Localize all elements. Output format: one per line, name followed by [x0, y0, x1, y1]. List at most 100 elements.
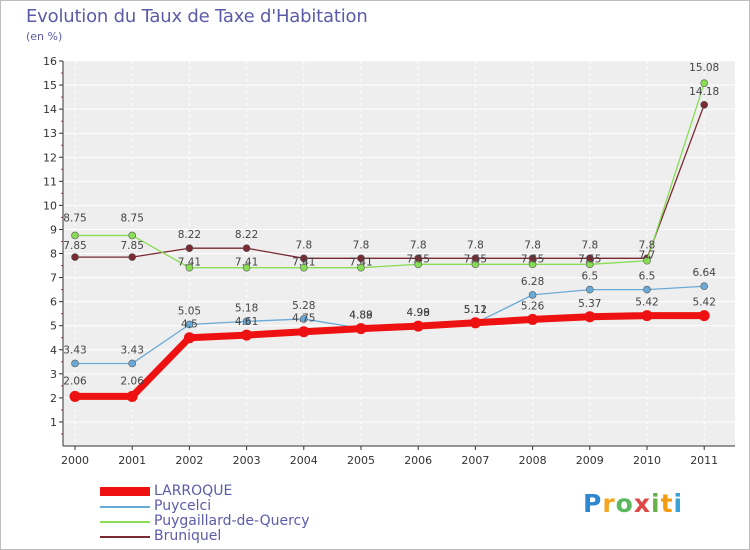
legend-label-puygaillard: Puygaillard-de-Quercy: [154, 513, 310, 529]
data-label: 8.75: [63, 212, 86, 224]
y-tick-label: 3: [50, 368, 57, 381]
data-label: 8.22: [235, 229, 258, 241]
y-tick-label: 2: [50, 392, 57, 405]
data-point: [643, 256, 651, 265]
logo-letter: t: [660, 489, 674, 518]
legend-swatch-puygaillard: [100, 521, 150, 523]
data-label: 14.18: [689, 86, 719, 98]
data-point: [528, 291, 537, 299]
legend-item-bruniquel[interactable]: Bruniquel: [100, 528, 360, 544]
data-label: 4.89: [349, 309, 372, 321]
legend-label-puycelci: Puycelci: [154, 498, 212, 514]
data-label: 7.7: [639, 250, 656, 262]
data-label: 7.8: [353, 239, 370, 251]
logo-letter: P: [583, 489, 603, 518]
data-point: [183, 332, 195, 344]
logo-letter: r: [602, 489, 616, 518]
x-tick-label: 2008: [519, 454, 547, 467]
data-point: [585, 260, 594, 269]
data-label: 7.41: [292, 257, 315, 269]
data-point: [128, 359, 136, 368]
data-label: 7.8: [639, 239, 656, 251]
y-tick-label: 9: [50, 223, 57, 236]
data-point: [469, 317, 481, 329]
data-label: 4.88: [349, 310, 372, 322]
data-label: 2.06: [121, 375, 145, 387]
data-label: 6.5: [639, 271, 656, 283]
data-point: [71, 231, 79, 240]
data-label: 5.28: [292, 300, 315, 312]
data-label: 5.26: [521, 300, 545, 312]
data-point: [700, 79, 709, 87]
data-label: 4.98: [407, 307, 430, 319]
data-point: [298, 326, 310, 338]
data-point: [643, 285, 651, 294]
data-label: 6.64: [693, 267, 717, 279]
data-label: 5.42: [635, 297, 658, 309]
legend-label-bruniquel: Bruniquel: [154, 528, 222, 544]
data-point: [71, 359, 79, 368]
data-point: [357, 263, 365, 272]
data-point: [299, 315, 308, 323]
data-label: 4.5: [181, 319, 198, 331]
x-tick-label: 2005: [347, 454, 375, 467]
legend-item-puycelci[interactable]: Puycelci: [100, 498, 360, 514]
data-point: [357, 254, 365, 263]
data-label: 8.22: [178, 229, 201, 241]
data-point: [185, 320, 194, 329]
data-point: [185, 263, 194, 272]
y-tick-label: 11: [43, 175, 57, 188]
y-tick-label: 4: [50, 344, 57, 357]
data-label: 4.61: [235, 316, 258, 328]
y-tick-label: 6: [50, 296, 57, 309]
data-label: 5.12: [464, 304, 487, 316]
logo-letter: i: [651, 489, 661, 518]
data-point: [242, 263, 251, 272]
y-tick-label: 15: [43, 79, 57, 92]
data-label: 6.28: [521, 276, 544, 288]
data-label: 7.41: [178, 257, 201, 269]
data-point: [128, 253, 136, 261]
y-tick-label: 14: [43, 103, 57, 116]
y-tick-label: 7: [50, 272, 57, 285]
data-label: 7.55: [578, 253, 601, 265]
data-point: [242, 244, 251, 253]
data-point: [299, 263, 308, 272]
legend-swatch-puycelci: [100, 506, 150, 508]
data-point: [698, 310, 710, 322]
x-tick-label: 2011: [690, 454, 718, 467]
data-point: [414, 260, 423, 269]
logo-letter: o: [615, 489, 634, 518]
data-point: [412, 320, 424, 332]
data-point: [242, 317, 251, 326]
data-point: [700, 282, 709, 291]
data-label: 5.37: [578, 298, 601, 310]
data-point: [528, 260, 537, 269]
x-tick-label: 2010: [633, 454, 661, 467]
data-point: [700, 100, 709, 109]
data-label: 7.8: [295, 239, 312, 251]
data-label: 4.99: [407, 307, 430, 319]
data-point: [584, 311, 596, 323]
data-point: [241, 329, 253, 341]
legend-item-puygaillard[interactable]: Puygaillard-de-Quercy: [100, 513, 360, 529]
series-line-0: [71, 312, 708, 400]
x-tick-label: 2003: [233, 454, 261, 467]
y-tick-label: 13: [43, 127, 57, 140]
data-label: 7.55: [521, 253, 544, 265]
data-point: [69, 390, 81, 402]
data-label: 5.18: [235, 302, 258, 314]
data-label: 7.8: [410, 239, 427, 251]
x-tick-label: 2000: [61, 454, 89, 467]
data-label: 2.06: [63, 375, 87, 387]
series-line-2: [74, 82, 705, 269]
legend-item-larroque[interactable]: LARROQUE: [100, 483, 360, 499]
x-tick-label: 2007: [461, 454, 489, 467]
data-label: 7.41: [349, 257, 372, 269]
data-point: [185, 244, 194, 253]
data-label: 7.55: [407, 253, 430, 265]
data-label: 4.75: [292, 313, 315, 325]
x-tick-label: 2001: [118, 454, 146, 467]
data-point: [126, 390, 138, 402]
